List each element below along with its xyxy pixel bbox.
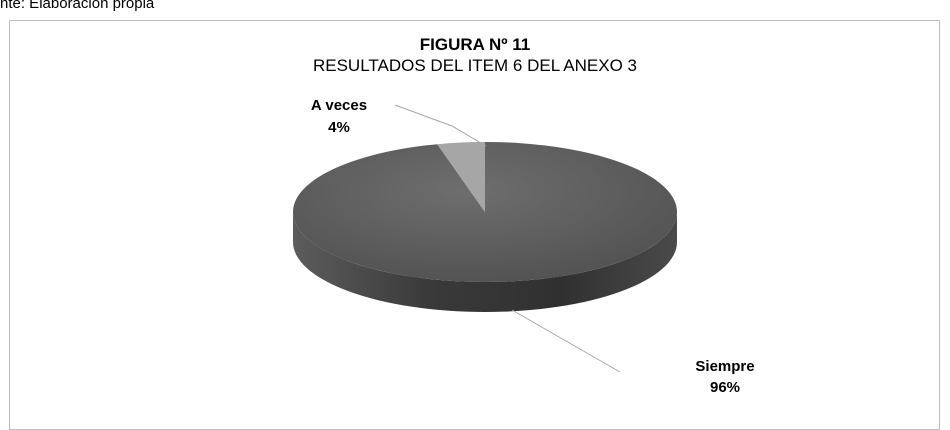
slice-label-siempre: Siempre <box>695 358 754 375</box>
pie-side <box>293 212 677 312</box>
slice-label-a-veces: A veces <box>311 97 367 114</box>
leader-line-siempre <box>511 309 621 373</box>
chart-subtitle: RESULTADOS DEL ITEM 6 DEL ANEXO 3 <box>312 56 638 75</box>
pie-slice-a-veces <box>437 142 485 212</box>
source-note: nte: Elaboración propia <box>0 0 155 12</box>
pie-slice-siempre <box>293 142 677 283</box>
slice-value-siempre: 96% <box>710 379 740 396</box>
chart-title: FIGURA Nº 11 <box>419 35 531 54</box>
leader-line-a-veces <box>394 104 487 147</box>
slice-value-a-veces: 4% <box>328 119 350 136</box>
